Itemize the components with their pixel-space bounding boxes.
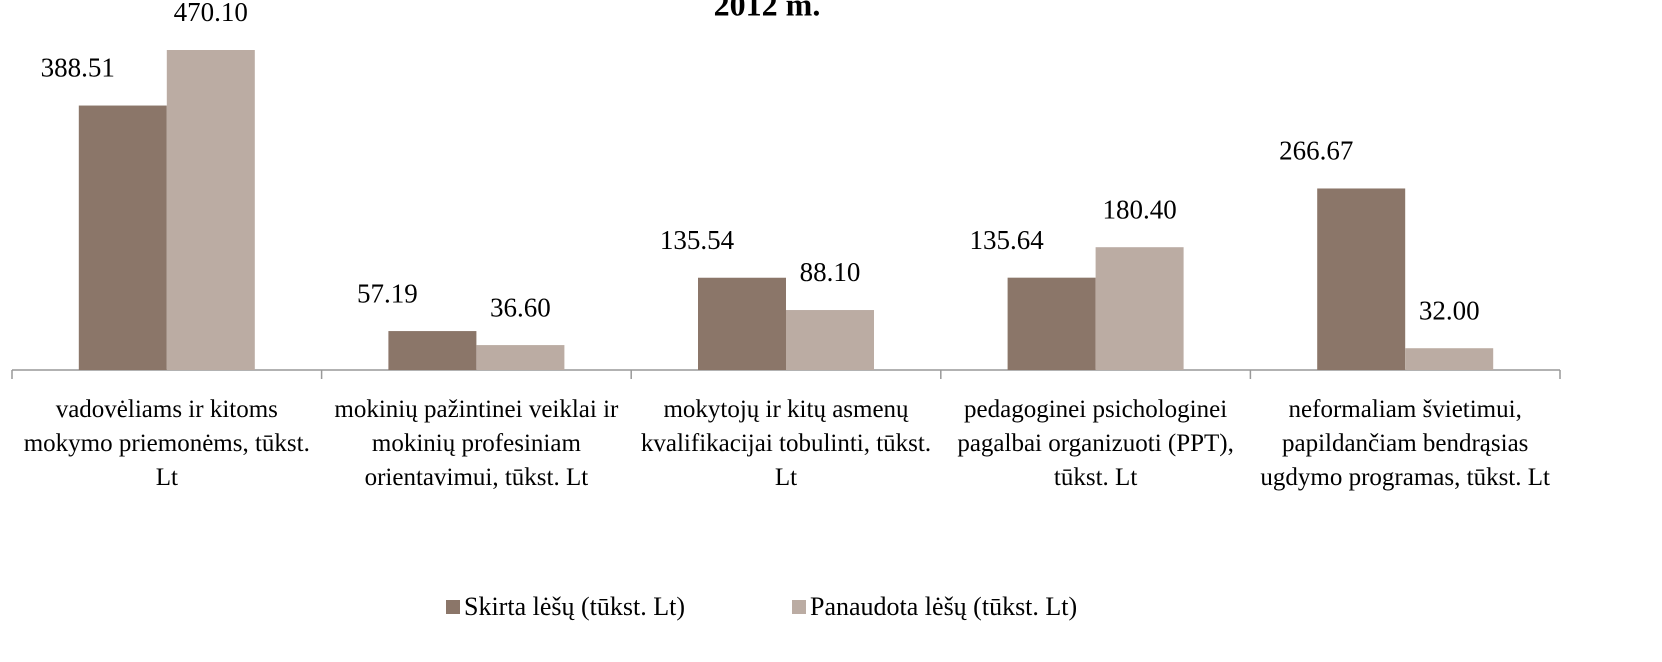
value-label: 57.19 <box>357 278 418 308</box>
bar <box>166 50 255 370</box>
value-label: 36.60 <box>490 292 551 322</box>
x-tick-label: neformaliam švietimui, papildančiam bend… <box>1260 396 1550 491</box>
value-label: 135.64 <box>969 225 1044 255</box>
bar <box>476 345 565 370</box>
x-tick-label: vadovėliams ir kitoms mokymo priemonėms,… <box>23 396 310 491</box>
x-tick-label: pedagoginei psichologinei pagalbai organ… <box>957 396 1234 491</box>
value-label: 32.00 <box>1419 295 1480 325</box>
value-label: 180.40 <box>1102 194 1176 224</box>
value-label: 88.10 <box>800 257 861 287</box>
bar <box>698 277 786 370</box>
chart-title: 2012 m. <box>714 0 821 22</box>
bar <box>388 331 477 370</box>
bar <box>786 310 874 370</box>
x-tick-label: mokinių pažintinei veiklai ir mokinių pr… <box>334 396 619 491</box>
bar <box>1007 277 1096 370</box>
value-label: 135.54 <box>660 225 735 255</box>
legend-label: Skirta lėšų (tūkst. Lt) <box>464 592 685 621</box>
legend-label: Panaudota lėšų (tūkst. Lt) <box>810 592 1077 621</box>
bar <box>1405 348 1494 370</box>
bar <box>78 105 167 370</box>
bar <box>1317 188 1406 370</box>
bar <box>1095 247 1184 370</box>
legend-swatch <box>446 600 460 614</box>
value-label: 470.10 <box>174 0 248 27</box>
value-label: 388.51 <box>41 53 115 83</box>
value-label: 266.67 <box>1279 136 1353 166</box>
x-tick-label: mokytojų ir kitų asmenų kvalifikacijai t… <box>640 396 932 491</box>
legend-swatch <box>792 600 806 614</box>
